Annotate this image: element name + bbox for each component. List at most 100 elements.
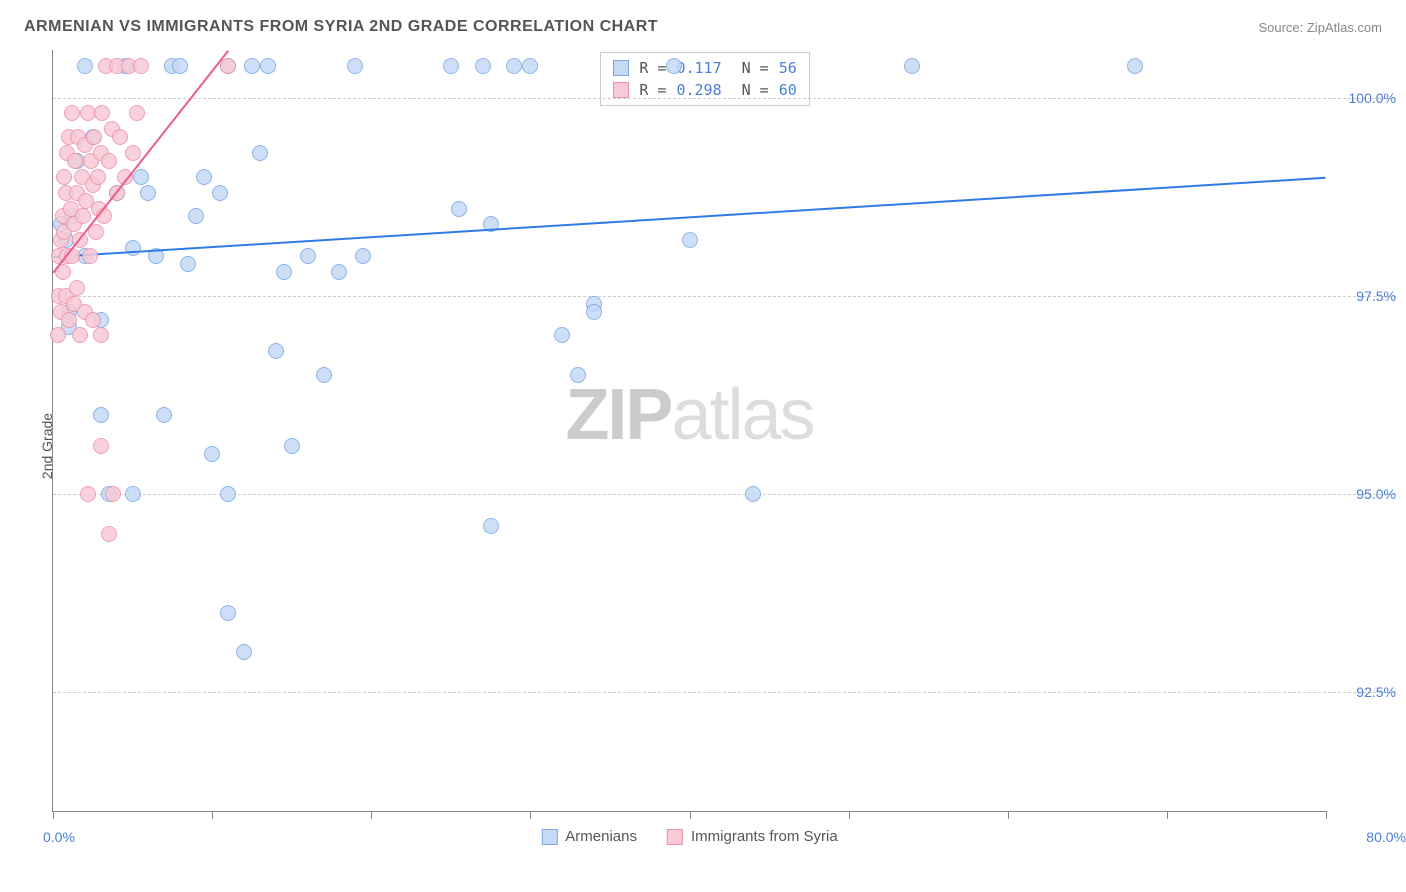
data-point [220, 486, 236, 502]
data-point [129, 105, 145, 121]
data-point [204, 446, 220, 462]
gridline [53, 98, 1396, 99]
r-label: R = [639, 59, 666, 77]
legend-swatch-2 [667, 829, 683, 845]
data-point [67, 153, 83, 169]
y-tick-label: 97.5% [1336, 288, 1396, 304]
data-point [483, 518, 499, 534]
plot-area: ZIPatlas R = 0.117 N = 56 R = 0.298 N = … [52, 50, 1326, 812]
data-point [1127, 58, 1143, 74]
stats-row-series1: R = 0.117 N = 56 [613, 57, 796, 79]
x-axis-min-label: 0.0% [43, 829, 75, 845]
data-point [56, 169, 72, 185]
data-point [284, 438, 300, 454]
data-point [586, 304, 602, 320]
data-point [77, 58, 93, 74]
data-point [112, 129, 128, 145]
data-point [101, 526, 117, 542]
gridline [53, 296, 1396, 297]
r-value-1: 0.117 [676, 59, 721, 77]
x-tick [1008, 811, 1009, 819]
data-point [101, 153, 117, 169]
x-tick [690, 811, 691, 819]
data-point [72, 327, 88, 343]
data-point [443, 58, 459, 74]
data-point [666, 58, 682, 74]
data-point [506, 58, 522, 74]
chart-title: ARMENIAN VS IMMIGRANTS FROM SYRIA 2ND GR… [24, 18, 658, 36]
data-point [745, 486, 761, 502]
data-point [220, 58, 236, 74]
data-point [105, 486, 121, 502]
data-point [196, 169, 212, 185]
n-value-2: 60 [779, 81, 797, 99]
data-point [475, 58, 491, 74]
data-point [347, 58, 363, 74]
data-point [156, 407, 172, 423]
data-point [133, 58, 149, 74]
data-point [180, 256, 196, 272]
data-point [64, 105, 80, 121]
data-point [188, 208, 204, 224]
data-point [268, 343, 284, 359]
data-point [125, 486, 141, 502]
data-point [260, 58, 276, 74]
watermark: ZIPatlas [565, 374, 813, 456]
data-point [355, 248, 371, 264]
n-label: N = [742, 59, 769, 77]
data-point [133, 169, 149, 185]
data-point [94, 105, 110, 121]
legend-item-series1: Armenians [541, 828, 637, 845]
x-tick [1326, 811, 1327, 819]
data-point [125, 240, 141, 256]
data-point [93, 438, 109, 454]
data-point [69, 280, 85, 296]
data-point [61, 312, 77, 328]
x-tick [1167, 811, 1168, 819]
data-point [244, 58, 260, 74]
data-point [451, 201, 467, 217]
legend-swatch-1 [541, 829, 557, 845]
data-point [316, 367, 332, 383]
legend-label-1: Armenians [565, 828, 637, 845]
data-point [90, 169, 106, 185]
y-tick-label: 95.0% [1336, 486, 1396, 502]
r-label: R = [639, 81, 666, 99]
data-point [82, 248, 98, 264]
data-point [522, 58, 538, 74]
n-label: N = [742, 81, 769, 99]
gridline [53, 494, 1396, 495]
swatch-series1 [613, 60, 629, 76]
gridline [53, 692, 1396, 693]
data-point [93, 327, 109, 343]
r-value-2: 0.298 [676, 81, 721, 99]
data-point [75, 208, 91, 224]
legend-item-series2: Immigrants from Syria [667, 828, 838, 845]
data-point [904, 58, 920, 74]
y-tick-label: 100.0% [1336, 90, 1396, 106]
data-point [252, 145, 268, 161]
data-point [570, 367, 586, 383]
legend-label-2: Immigrants from Syria [691, 828, 838, 845]
y-tick-label: 92.5% [1336, 684, 1396, 700]
n-value-1: 56 [779, 59, 797, 77]
data-point [85, 312, 101, 328]
data-point [80, 486, 96, 502]
data-point [300, 248, 316, 264]
data-point [236, 644, 252, 660]
data-point [172, 58, 188, 74]
data-point [93, 407, 109, 423]
x-tick [530, 811, 531, 819]
data-point [682, 232, 698, 248]
data-point [212, 185, 228, 201]
data-point [86, 129, 102, 145]
data-point [220, 605, 236, 621]
x-axis-max-label: 80.0% [1366, 829, 1406, 845]
source-label: Source: ZipAtlas.com [1258, 20, 1382, 35]
data-point [276, 264, 292, 280]
x-tick [371, 811, 372, 819]
data-point [331, 264, 347, 280]
data-point [125, 145, 141, 161]
x-tick [53, 811, 54, 819]
data-point [50, 327, 66, 343]
